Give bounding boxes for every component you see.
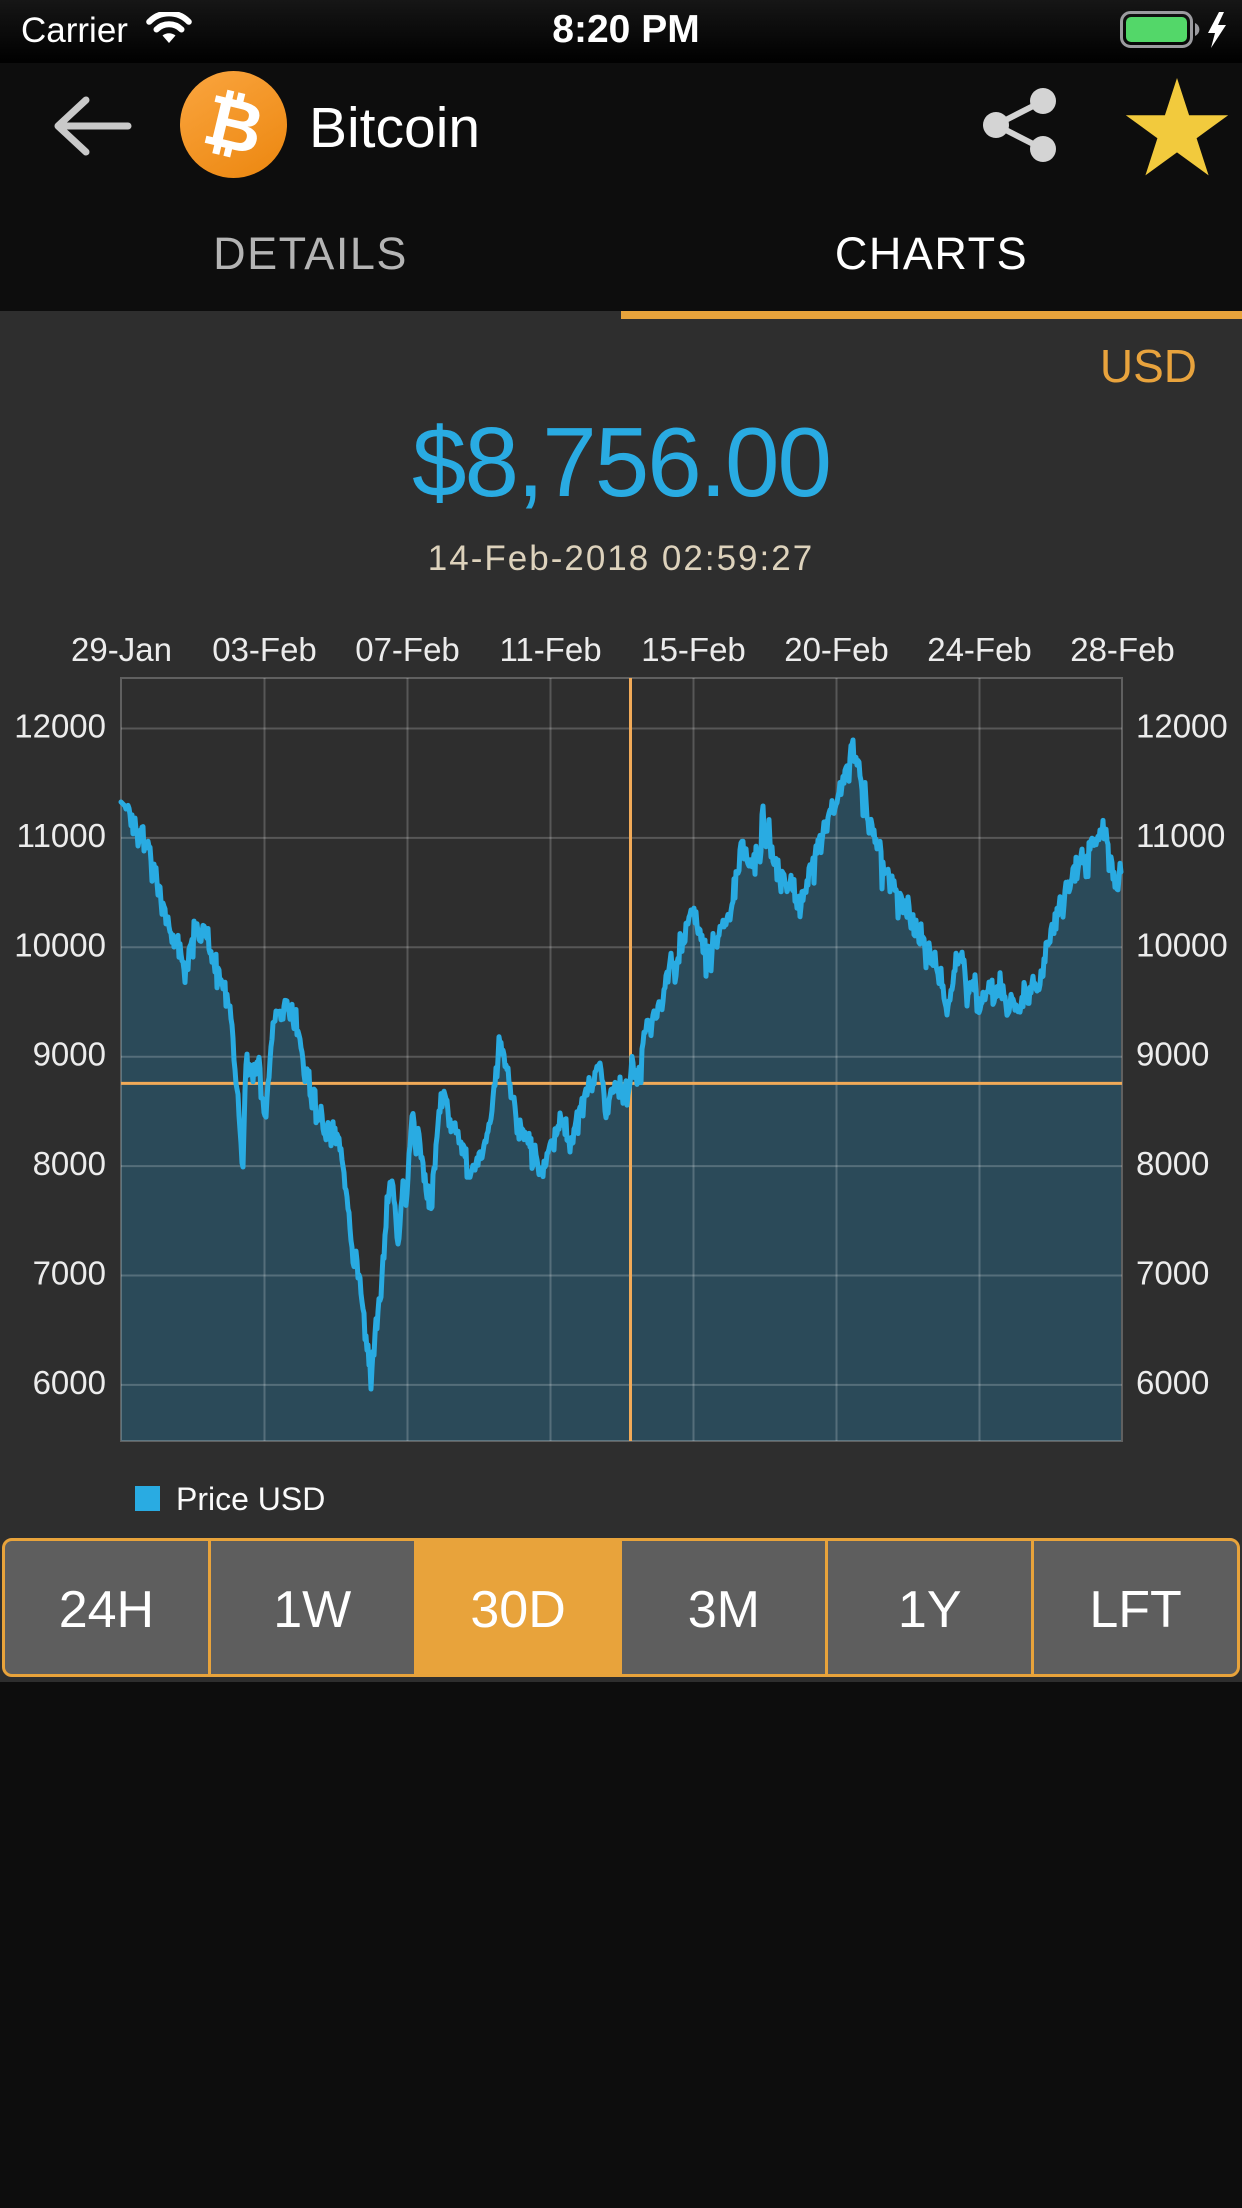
svg-text:7000: 7000: [1136, 1255, 1209, 1292]
svg-text:20-Feb: 20-Feb: [784, 631, 889, 668]
svg-text:7000: 7000: [33, 1255, 106, 1292]
svg-text:9000: 9000: [33, 1036, 106, 1073]
svg-text:11000: 11000: [1136, 817, 1225, 854]
svg-text:12000: 12000: [1136, 708, 1228, 745]
svg-text:03-Feb: 03-Feb: [212, 631, 317, 668]
svg-text:29-Jan: 29-Jan: [71, 631, 172, 668]
svg-text:15-Feb: 15-Feb: [641, 631, 746, 668]
svg-text:6000: 6000: [33, 1364, 106, 1401]
svg-text:9000: 9000: [1136, 1036, 1209, 1073]
svg-text:07-Feb: 07-Feb: [355, 631, 460, 668]
svg-text:12000: 12000: [14, 708, 106, 745]
svg-text:8000: 8000: [33, 1145, 106, 1182]
svg-text:11000: 11000: [17, 817, 106, 854]
svg-text:10000: 10000: [1136, 926, 1228, 963]
svg-text:11-Feb: 11-Feb: [499, 631, 601, 668]
svg-text:8000: 8000: [1136, 1145, 1209, 1182]
svg-text:24-Feb: 24-Feb: [927, 631, 1032, 668]
svg-text:6000: 6000: [1136, 1364, 1209, 1401]
svg-text:10000: 10000: [14, 926, 106, 963]
svg-text:28-Feb: 28-Feb: [1070, 631, 1175, 668]
